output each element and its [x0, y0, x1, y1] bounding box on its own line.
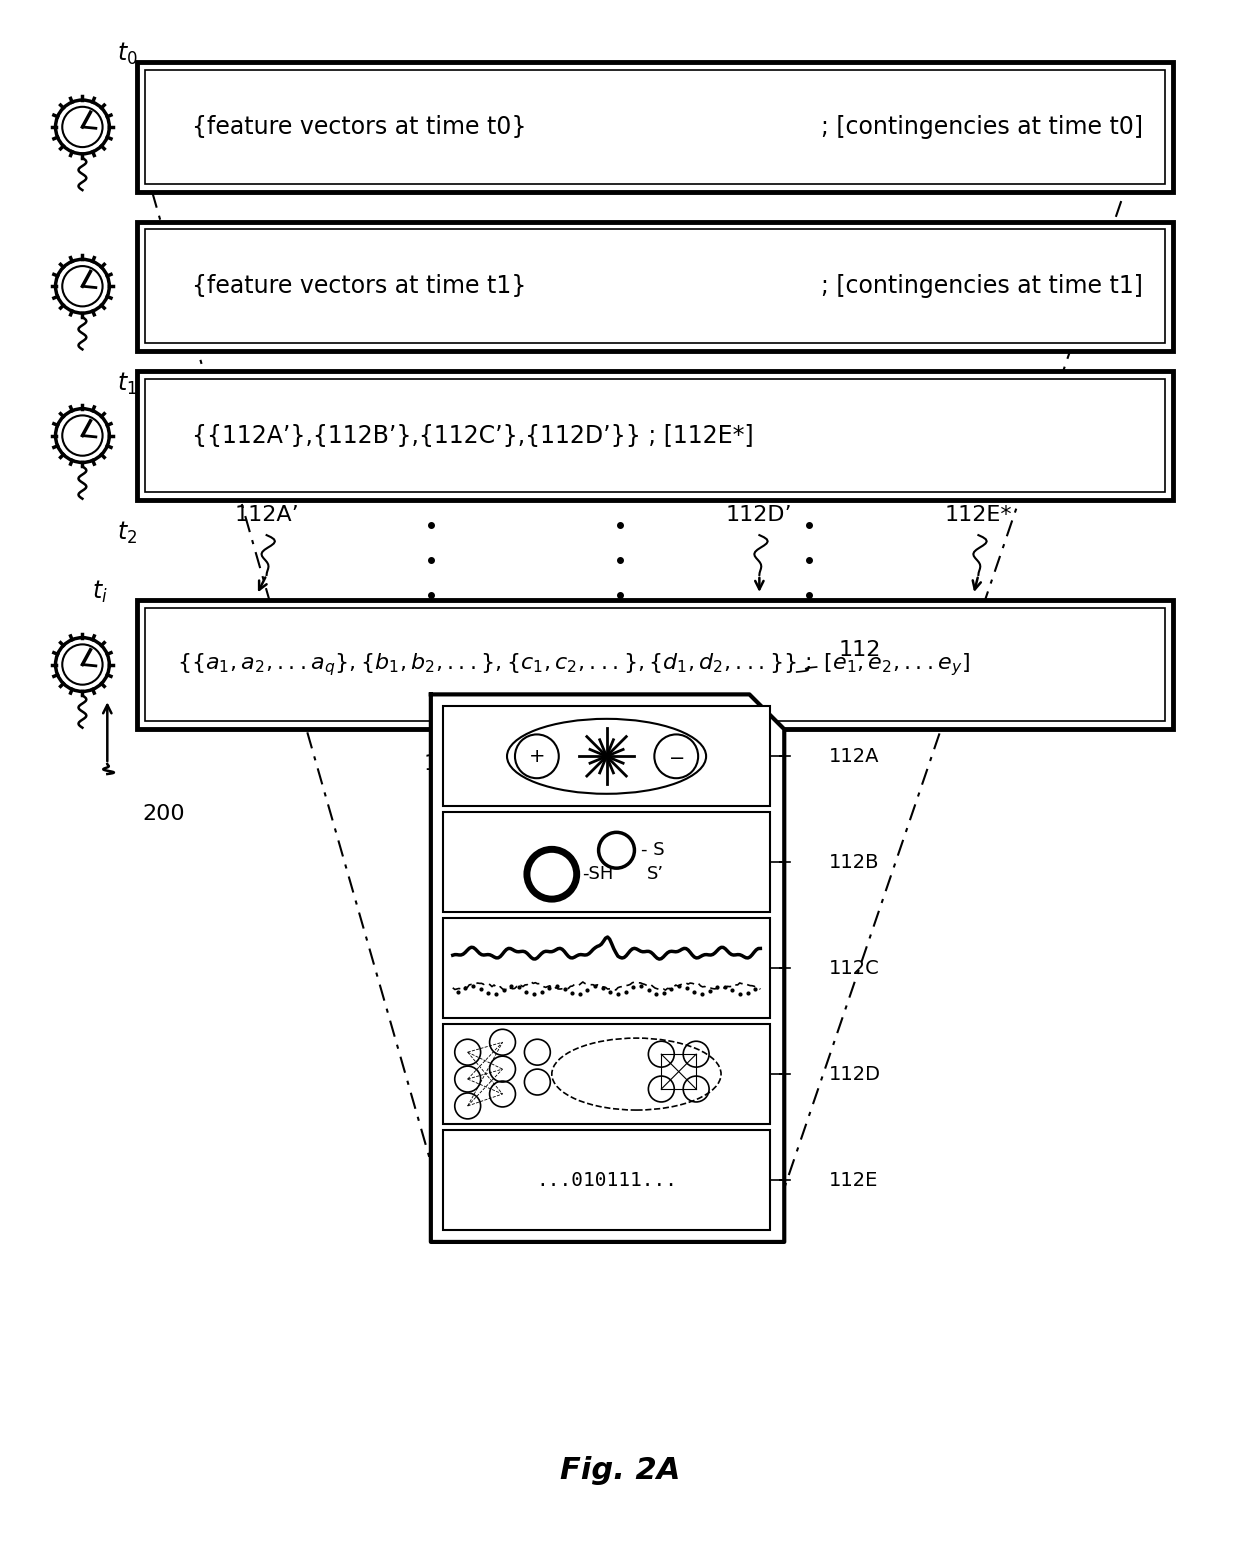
- Text: 112E*: 112E*: [945, 505, 1012, 526]
- Text: 112E: 112E: [830, 1170, 878, 1190]
- Text: {{112A’},{112B’},{112C’},{112D’}} ; [112E*]: {{112A’},{112B’},{112C’},{112D’}} ; [112…: [192, 424, 754, 447]
- Text: +: +: [528, 748, 546, 766]
- Bar: [145, 608, 1164, 721]
- Circle shape: [62, 416, 103, 455]
- Circle shape: [62, 106, 103, 147]
- Text: ...010111...: ...010111...: [536, 1170, 677, 1190]
- Bar: [138, 63, 1173, 192]
- Bar: [443, 1131, 770, 1229]
- Bar: [443, 812, 770, 912]
- Text: 112B: 112B: [830, 852, 879, 871]
- Text: ; [contingencies at time t1]: ; [contingencies at time t1]: [821, 274, 1142, 299]
- Bar: [145, 70, 1164, 183]
- Circle shape: [62, 266, 103, 307]
- Text: 200: 200: [143, 804, 185, 824]
- Text: 112C’: 112C’: [538, 754, 603, 774]
- Text: Fig. 2A: Fig. 2A: [559, 1456, 681, 1486]
- Bar: [138, 371, 1173, 500]
- Text: $\{\{a_1, a_2, ... a_q\},\{b_1, b_2, ...\},$$\{c_1, c_2, ...\},\{d_1, d_2, ...\}: $\{\{a_1, a_2, ... a_q\},\{b_1, b_2, ...…: [177, 651, 970, 677]
- Bar: [145, 378, 1164, 493]
- Text: $t_1$: $t_1$: [118, 371, 138, 397]
- Polygon shape: [430, 694, 784, 1242]
- Text: {feature vectors at time t1}: {feature vectors at time t1}: [192, 274, 526, 299]
- Bar: [138, 601, 1173, 729]
- Bar: [145, 230, 1164, 343]
- Bar: [443, 1024, 770, 1125]
- Text: 112A’: 112A’: [234, 505, 299, 526]
- Text: -SH: -SH: [582, 865, 613, 884]
- Text: ; [contingencies at time t0]: ; [contingencies at time t0]: [821, 114, 1142, 139]
- Text: 112A: 112A: [830, 748, 879, 766]
- Text: S’: S’: [646, 865, 663, 884]
- Text: {feature vectors at time t0}: {feature vectors at time t0}: [192, 114, 527, 139]
- Text: $t_i$: $t_i$: [92, 579, 108, 605]
- Text: 112C: 112C: [830, 959, 880, 978]
- Text: $t_0$: $t_0$: [118, 41, 138, 67]
- Circle shape: [62, 644, 103, 685]
- Bar: [443, 918, 770, 1018]
- Bar: [443, 707, 770, 807]
- Text: 112B’: 112B’: [423, 754, 489, 774]
- Text: 112: 112: [839, 640, 882, 660]
- Text: $t_2$: $t_2$: [118, 521, 138, 546]
- Text: - S: - S: [641, 841, 665, 859]
- Bar: [138, 222, 1173, 350]
- Text: 112D: 112D: [830, 1065, 882, 1084]
- Text: 112D’: 112D’: [727, 505, 792, 526]
- Text: $-$: $-$: [668, 748, 684, 766]
